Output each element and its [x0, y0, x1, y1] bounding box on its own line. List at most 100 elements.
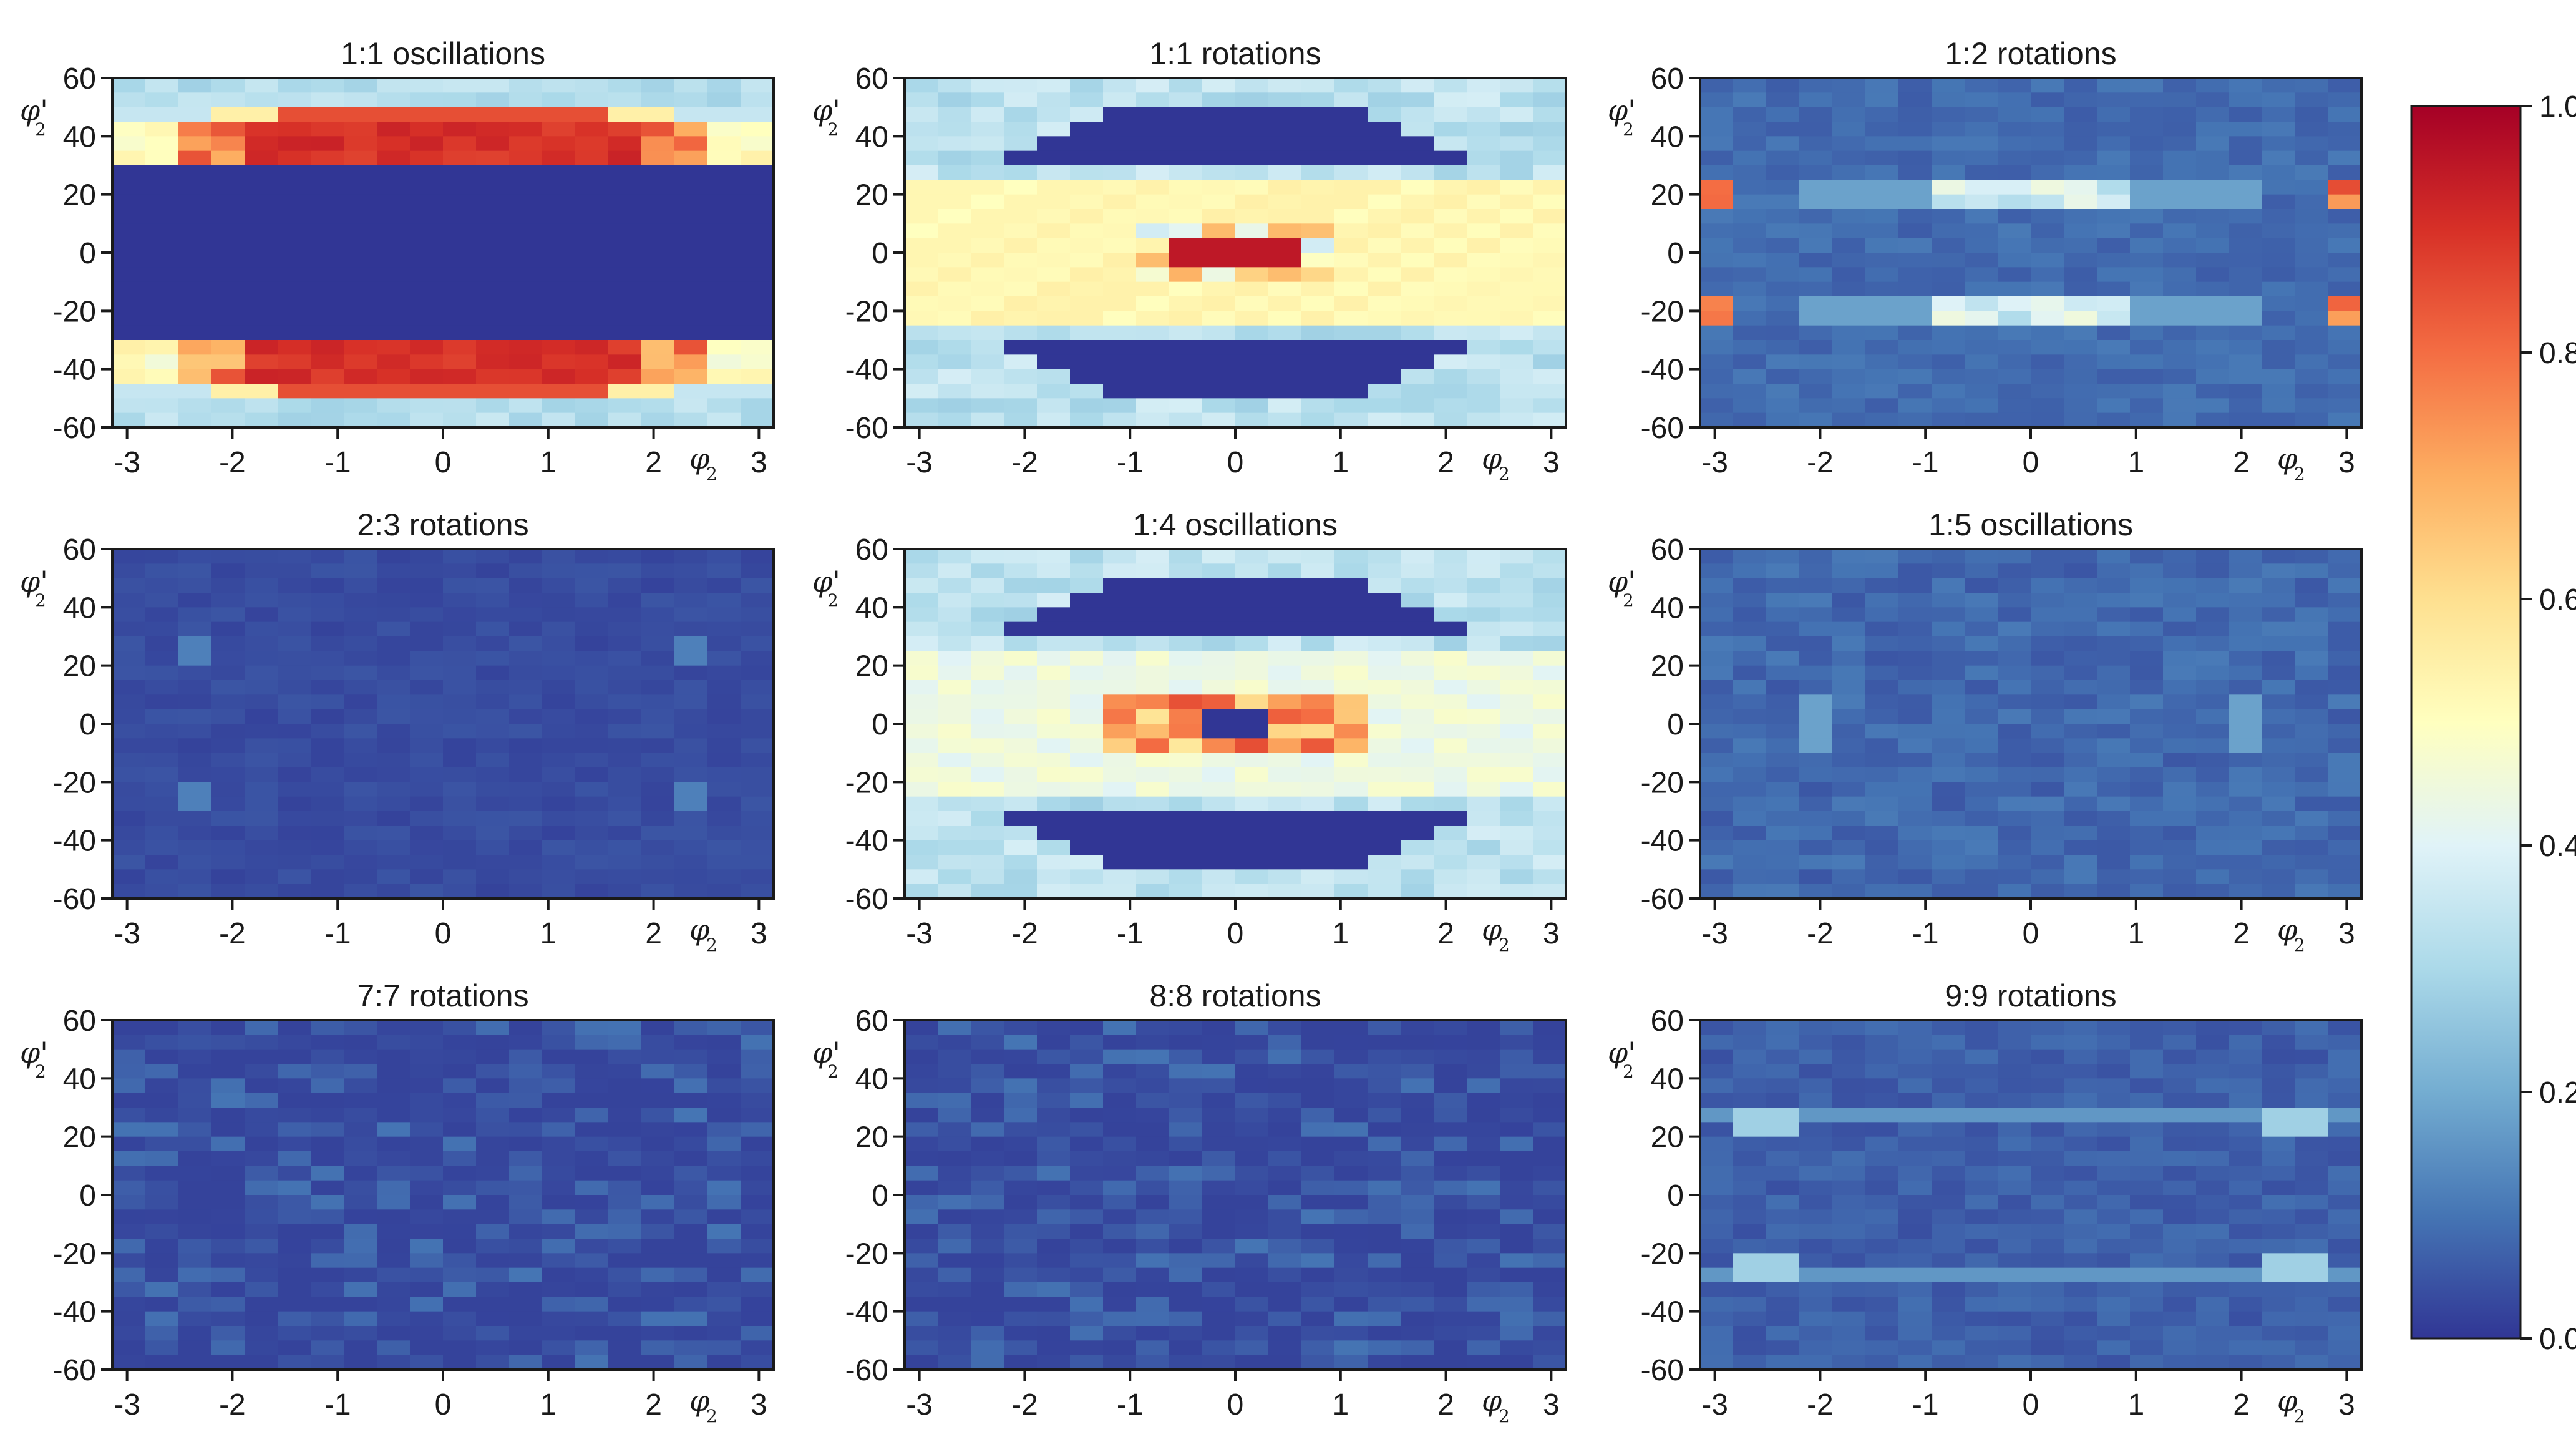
heatmap-cell	[971, 1340, 1004, 1356]
heatmap-cell	[1932, 884, 1965, 899]
heatmap-cell	[1235, 724, 1269, 739]
heatmap-cell	[1169, 767, 1203, 782]
heatmap-cell	[410, 1108, 444, 1123]
heatmap-cell	[575, 767, 609, 782]
heatmap-cell	[1865, 92, 1899, 108]
heatmap-cell	[641, 724, 675, 739]
y-axis-label-subscript: 2	[827, 590, 838, 611]
heatmap-cell	[674, 869, 708, 885]
heatmap-cell	[145, 253, 179, 268]
heatmap-cell	[1766, 840, 1800, 855]
heatmap-cell	[410, 1180, 444, 1196]
x-tick-label: 0	[1227, 446, 1244, 479]
heatmap-cell	[1004, 354, 1038, 370]
heatmap-cell	[509, 753, 543, 768]
heatmap-cell	[112, 325, 146, 341]
heatmap-cell	[2064, 767, 2097, 782]
heatmap-cell	[2064, 1224, 2097, 1239]
heatmap-cell	[1799, 1020, 1833, 1035]
heatmap-cell	[377, 796, 411, 812]
heatmap-cell	[1932, 680, 1965, 695]
heatmap-cell	[2097, 165, 2131, 180]
heatmap-cell	[410, 412, 444, 428]
heatmap-cell	[1898, 223, 1932, 239]
heatmap-cell	[1268, 238, 1302, 253]
heatmap-cell	[1832, 311, 1866, 326]
heatmap-cell	[178, 165, 212, 180]
heatmap-cell	[1169, 136, 1203, 152]
heatmap-cell	[1301, 354, 1335, 370]
heatmap-cell	[575, 1311, 609, 1327]
heatmap-cell	[2328, 267, 2362, 283]
heatmap-cell	[2130, 1311, 2164, 1327]
heatmap-cell	[1103, 607, 1137, 623]
heatmap-cell	[1965, 398, 1998, 414]
heatmap-cell	[1368, 1049, 1401, 1064]
heatmap-cell	[707, 811, 741, 826]
heatmap-cell	[2130, 826, 2164, 841]
heatmap-cell	[1070, 884, 1104, 899]
x-tick-label: 1	[1332, 446, 1349, 479]
heatmap-cell	[1998, 782, 2031, 797]
heatmap-cell	[674, 826, 708, 841]
heatmap-cell	[1037, 782, 1071, 797]
heatmap-cell	[1865, 296, 1899, 311]
heatmap-cell	[2328, 1311, 2362, 1327]
heatmap-cell	[410, 680, 444, 695]
heatmap-cell	[641, 412, 675, 428]
heatmap-cell	[1434, 694, 1467, 710]
heatmap-cell	[145, 78, 179, 93]
heatmap-cell	[377, 194, 411, 210]
heatmap-cell	[410, 651, 444, 666]
heatmap-cell	[344, 607, 377, 623]
panel-title: 1:5 oscillations	[1928, 507, 2133, 542]
heatmap-cell	[1799, 1355, 1833, 1370]
heatmap-cell	[1202, 281, 1236, 297]
heatmap-cell	[1799, 340, 1833, 355]
heatmap-cell	[575, 549, 609, 564]
heatmap-cell	[1965, 1180, 1998, 1196]
heatmap-cell	[2031, 325, 2064, 341]
heatmap-cell	[2295, 1136, 2329, 1152]
heatmap-cell	[2295, 223, 2329, 239]
heatmap-cell	[1998, 150, 2031, 166]
heatmap-cell	[1235, 180, 1269, 195]
y-tick-label: -60	[845, 883, 888, 916]
heatmap-cell	[707, 1224, 741, 1239]
heatmap-cell	[2097, 563, 2131, 579]
heatmap-cell	[1136, 1267, 1170, 1283]
heatmap-cell	[674, 1049, 708, 1064]
heatmap-cell	[377, 107, 411, 122]
heatmap-cell	[145, 1253, 179, 1269]
heatmap-cell	[2064, 384, 2097, 399]
heatmap-cell	[211, 296, 245, 311]
heatmap-cell	[1467, 651, 1500, 666]
heatmap-cell	[1467, 636, 1500, 651]
heatmap-cell	[608, 107, 642, 122]
heatmap-cell	[410, 1035, 444, 1050]
heatmap-cell	[1533, 1209, 1567, 1225]
heatmap-cell	[1368, 1311, 1401, 1327]
heatmap-cell	[1865, 549, 1899, 564]
heatmap-cell	[1500, 1297, 1533, 1312]
heatmap-cell	[1865, 1166, 1899, 1181]
heatmap-cell	[1700, 1239, 1734, 1254]
heatmap-cell	[211, 78, 245, 93]
heatmap-cell	[476, 1049, 510, 1064]
heatmap-cell	[542, 165, 576, 180]
heatmap-cell	[1434, 398, 1467, 414]
heatmap-cell	[1998, 1180, 2031, 1196]
x-tick-label: 3	[2338, 917, 2355, 950]
heatmap-cell	[2262, 738, 2296, 754]
heatmap-cell	[938, 223, 971, 239]
heatmap-cell	[145, 412, 179, 428]
heatmap-cell	[509, 1311, 543, 1327]
heatmap-cell	[1898, 1035, 1932, 1050]
heatmap-cell	[608, 680, 642, 695]
heatmap-cell	[2163, 1136, 2197, 1152]
heatmap-cell	[2262, 412, 2296, 428]
heatmap-cell	[1235, 884, 1269, 899]
heatmap-cell	[1268, 398, 1302, 414]
heatmap-cell	[542, 869, 576, 885]
heatmap-cell	[2295, 1078, 2329, 1094]
